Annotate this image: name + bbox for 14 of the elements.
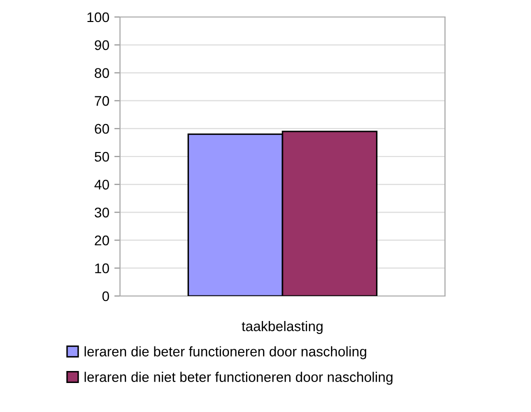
y-tick-label: 60 — [94, 124, 110, 134]
y-tick-label: 40 — [94, 180, 110, 190]
legend-label: leraren die beter functioneren door nascholing — [84, 346, 366, 360]
y-tick-label: 50 — [94, 152, 110, 162]
y-tick-label: 10 — [95, 263, 110, 274]
y-tick-label: 20 — [94, 236, 110, 246]
y-tick-label: 30 — [94, 208, 110, 218]
legend-label: leraren die niet beter functioneren door nascholing — [84, 372, 392, 385]
y-tick-label: 70 — [94, 96, 110, 106]
y-tick-label: 0 — [102, 291, 110, 302]
y-tick-label: 100 — [87, 12, 110, 22]
y-tick-label: 90 — [94, 40, 110, 50]
x-tick-label: taakbelasting — [242, 321, 323, 334]
y-tick-label: 80 — [94, 68, 110, 78]
